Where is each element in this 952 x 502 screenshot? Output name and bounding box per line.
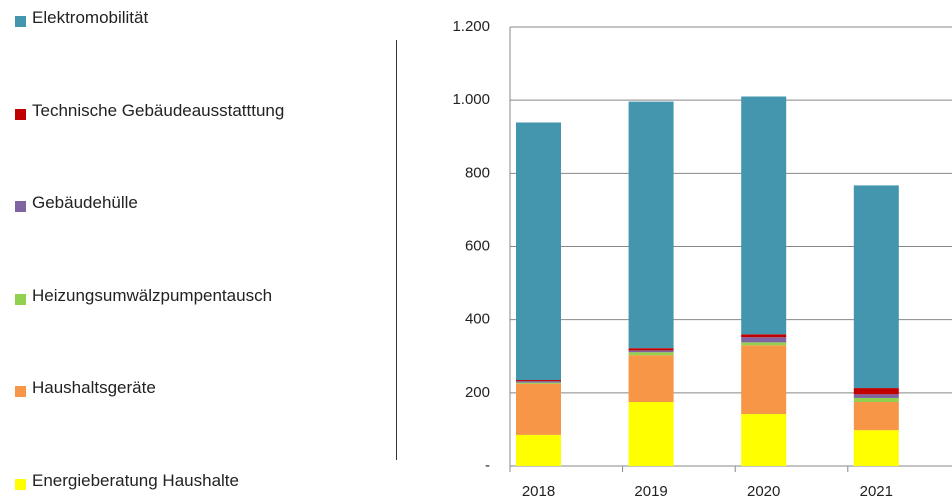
legend-swatch <box>15 16 26 27</box>
y-tick-label: 800 <box>465 164 490 181</box>
legend-item: Heizungsumwälzpumpentausch <box>15 286 284 313</box>
x-tick-label: 2018 <box>522 483 555 500</box>
x-tick-label: 2020 <box>747 483 780 500</box>
legend-item: Gebäudehülle <box>15 193 284 220</box>
bar-segment <box>853 394 899 398</box>
bar-segment <box>853 430 899 466</box>
bar-segment <box>628 352 674 356</box>
bar-segment <box>628 401 674 466</box>
bar-segment <box>853 401 899 431</box>
legend-swatch <box>15 108 26 120</box>
legend-label: Elektromobilität <box>32 8 149 27</box>
bar-segment <box>628 350 674 353</box>
separator <box>396 40 397 460</box>
legend-label: Technische Gebäudeausstatttung <box>32 100 285 120</box>
bar-segment <box>741 342 787 346</box>
legend-item: Elektromobilität <box>15 8 284 35</box>
legend-swatch <box>15 201 26 213</box>
bar-segment <box>853 185 899 389</box>
y-tick-label: 400 <box>465 311 490 328</box>
y-tick-label: 1.200 <box>452 18 490 35</box>
bar-segment <box>516 381 561 383</box>
bar-segment <box>628 101 674 349</box>
legend-label: Heizungsumwälzpumpentausch <box>32 285 273 305</box>
legend: Elektromobilität Technische Gebäudeaussta… <box>15 8 284 498</box>
bar-segment <box>741 96 787 335</box>
bar-segment <box>741 345 787 415</box>
legend-swatch <box>15 293 26 305</box>
legend-label: Haushaltsgeräte <box>32 378 156 398</box>
legend-label: Gebäudehülle <box>32 193 138 213</box>
x-tick-label: 2021 <box>860 483 893 500</box>
x-tick-label: 2019 <box>634 483 667 500</box>
y-tick-label: - <box>485 457 490 474</box>
bar-segment <box>516 382 561 384</box>
y-tick-label: 600 <box>465 237 490 254</box>
bar-segment <box>741 337 787 343</box>
bar-segment <box>853 397 899 402</box>
legend-swatch <box>15 386 26 398</box>
bar-segment <box>516 383 561 435</box>
bar-segment <box>516 380 561 382</box>
bar-segment <box>628 355 674 402</box>
bar-segment <box>516 122 561 381</box>
bar-segment <box>741 414 787 466</box>
legend-item: Technische Gebäudeausstatttung <box>15 101 284 128</box>
y-tick-label: 1.000 <box>452 91 490 108</box>
bar-segment <box>853 388 899 395</box>
bar-segment <box>741 334 787 338</box>
y-tick-label: 200 <box>465 384 490 401</box>
bar-segment <box>516 434 561 466</box>
legend-swatch <box>15 478 26 490</box>
legend-label: Energieberatung Haushalte <box>32 470 239 490</box>
legend-item: Energieberatung Haushalte <box>15 471 284 498</box>
bar-segment <box>628 348 674 351</box>
legend-item: Haushaltsgeräte <box>15 378 284 405</box>
